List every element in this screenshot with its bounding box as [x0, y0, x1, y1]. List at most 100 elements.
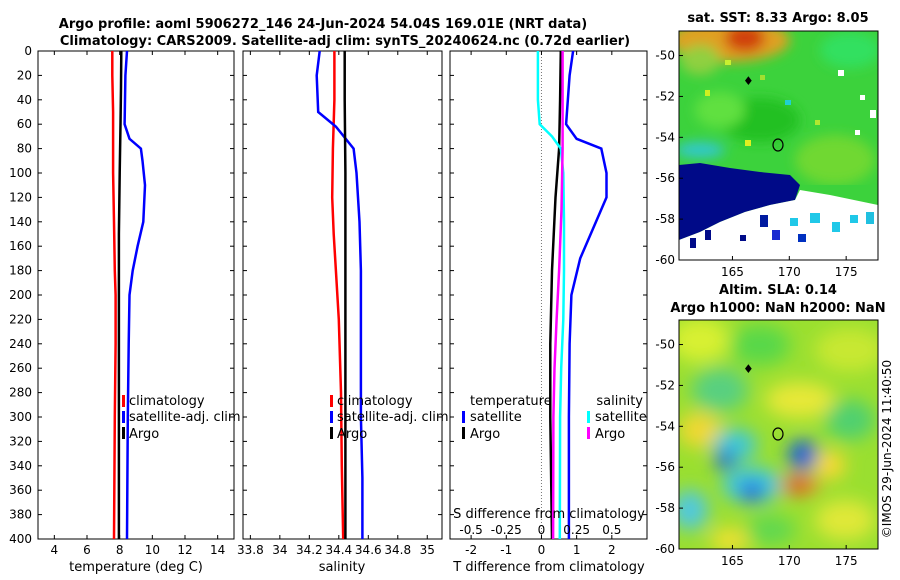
x2-tick-label: 0.25 [563, 523, 590, 537]
map-y-tick-label: -56 [655, 171, 675, 185]
series-line-climatology [111, 51, 117, 540]
map-y-tick-label: -50 [655, 338, 675, 352]
x2-tick-label: -0.5 [459, 523, 482, 537]
x-tick-label: 0 [538, 543, 546, 557]
x-tick-label: -2 [465, 543, 477, 557]
x2-tick-label: 0.5 [602, 523, 621, 537]
salinity-xlabel: salinity [319, 560, 366, 575]
x-tick-label: 34.6 [355, 543, 382, 557]
y-tick-label: 0 [24, 44, 32, 58]
legend-s-argo: Argo [595, 427, 625, 442]
salinity-panel: 33.8 34 34.2 34.4 34.6 34.8 35 salinity climat… [237, 50, 449, 575]
legend-climatology: climatology [129, 394, 205, 409]
y-tick-label: 180 [9, 264, 32, 278]
y-tick-label: 400 [9, 532, 32, 546]
legend-title-salinity: salinity [596, 394, 643, 409]
y-tick-label: 40 [17, 93, 32, 107]
y-tick-label: 320 [9, 434, 32, 448]
x-tick-label: 33.8 [237, 543, 264, 557]
legend-argo: Argo [337, 427, 367, 442]
y-tick-label: 20 [17, 68, 32, 82]
svg-text:♦: ♦ [743, 74, 754, 88]
x2-tick-label: 0 [538, 523, 546, 537]
series-line-argo [343, 51, 347, 539]
y-tick-label: 380 [9, 508, 32, 522]
y-tick-label: 100 [9, 166, 32, 180]
salinity-legend: climatology satellite-adj. clim Argo [330, 394, 449, 442]
svg-text:♦: ♦ [743, 362, 754, 376]
x-tick-label: 34.4 [325, 543, 352, 557]
map-y-tick-label: -52 [655, 378, 675, 392]
legend-t-satellite: satellite [470, 410, 522, 425]
map-x-tick-label: 165 [721, 265, 744, 279]
temperature-xlabel: temperature (deg C) [69, 560, 203, 575]
y-tick-label: 240 [9, 337, 32, 351]
series-line-satellite-adj-clim [315, 50, 364, 539]
x-tick-label: 1 [573, 543, 581, 557]
difference-panel: -2 -1 0 1 2 -0.5 -0.25 0 0.25 0.5 T difference f… [449, 50, 648, 575]
legend-climatology: climatology [337, 394, 413, 409]
map-y-tick-label: -54 [655, 130, 675, 144]
x-tick-label: 2 [608, 543, 616, 557]
y-tick-label: 80 [17, 142, 32, 156]
x-tick-label: 6 [83, 543, 91, 557]
sla-map: Altim. SLA: 0.14 Argo h1000: NaN h2000: … [655, 283, 885, 568]
sla-map-title-line2: Argo h1000: NaN h2000: NaN [670, 301, 885, 316]
legend-t-argo: Argo [470, 427, 500, 442]
sla-argo-marker [772, 427, 784, 441]
x-tick-label: 35 [420, 543, 435, 557]
y-tick-label: 60 [17, 117, 32, 131]
watermark: ©IMOS 29-Jun-2024 11:40:50 [880, 360, 894, 538]
difference-xlabel: T difference from climatology [452, 560, 645, 575]
x-tick-label: 10 [145, 543, 160, 557]
map-x-tick-label: 175 [835, 554, 858, 568]
y-tick-label: 220 [9, 312, 32, 326]
y-tick-label: 360 [9, 483, 32, 497]
series-line-t-argo [549, 50, 563, 540]
temperature-panel: 4 6 8 10 12 14 0 20 40 60 80 100 120 140 160 180 200 220… [9, 44, 241, 575]
series-line-t-satellite [564, 50, 608, 539]
x-tick-label: 4 [51, 543, 59, 557]
x-tick-label: -1 [500, 543, 512, 557]
sst-argo-marker [772, 138, 784, 152]
map-x-tick-label: 170 [778, 554, 801, 568]
x-tick-label: 12 [177, 543, 192, 557]
y-tick-label: 120 [9, 190, 32, 204]
figure-title-line1: Argo profile: aoml 5906272_146 24-Jun-20… [59, 17, 587, 32]
y-tick-label: 260 [9, 361, 32, 375]
y-tick-label: 280 [9, 386, 32, 400]
difference-xlabel-top: S difference from climatology [453, 507, 645, 522]
legend-satellite-adj: satellite-adj. clim [129, 410, 241, 425]
y-tick-label: 340 [9, 459, 32, 473]
sla-map-title-line1: Altim. SLA: 0.14 [719, 283, 837, 298]
x-tick-label: 14 [210, 543, 225, 557]
y-tick-label: 300 [9, 410, 32, 424]
sst-map-title: sat. SST: 8.33 Argo: 8.05 [687, 11, 868, 26]
x-tick-label: 34 [272, 543, 287, 557]
y-tick-label: 200 [9, 288, 32, 302]
map-y-tick-label: -54 [655, 419, 675, 433]
map-y-tick-label: -60 [655, 253, 675, 267]
y-tick-label: 140 [9, 215, 32, 229]
map-y-tick-label: -58 [655, 212, 675, 226]
series-line-satellite-adj-clim [123, 50, 147, 540]
series-line-s-satellite [536, 51, 566, 540]
x-tick-label: 34.2 [296, 543, 323, 557]
temperature-legend: climatology satellite-adj. clim Argo [122, 394, 241, 442]
map-x-tick-label: 175 [835, 265, 858, 279]
sst-map: sat. SST: 8.33 Argo: 8.05 [655, 11, 879, 279]
x2-tick-label: -0.25 [491, 523, 522, 537]
map-y-tick-label: -60 [655, 542, 675, 556]
map-y-tick-label: -58 [655, 501, 675, 515]
figure-title-line2: Climatology: CARS2009. Satellite-adj cli… [60, 34, 630, 49]
map-x-tick-label: 165 [721, 554, 744, 568]
map-y-tick-label: -52 [655, 89, 675, 103]
legend-satellite-adj: satellite-adj. clim [337, 410, 449, 425]
legend-argo: Argo [129, 427, 159, 442]
y-tick-label: 160 [9, 239, 32, 253]
map-y-tick-label: -50 [655, 49, 675, 63]
x-tick-label: 8 [116, 543, 124, 557]
series-line-argo [117, 50, 123, 539]
map-y-tick-label: -56 [655, 460, 675, 474]
